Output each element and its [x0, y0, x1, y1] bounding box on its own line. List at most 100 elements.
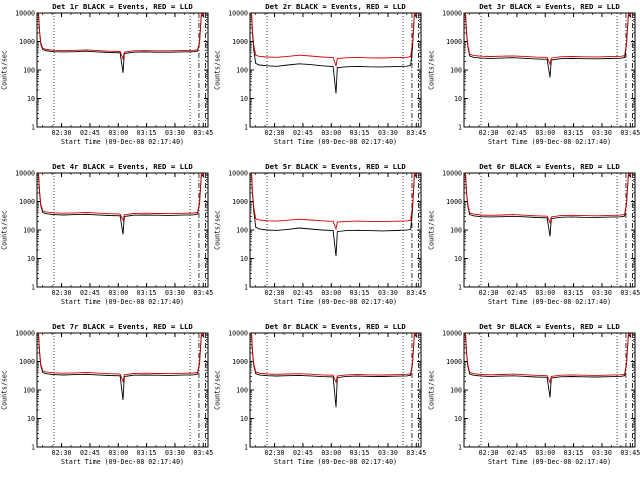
panel-title: Det 1r BLACK = Events, RED = LLD	[52, 2, 193, 11]
x-tick-label: 03:30	[378, 289, 398, 297]
x-tick-label: 02:45	[293, 449, 313, 457]
lld-series-line	[251, 172, 418, 231]
lld-series-line	[38, 172, 205, 222]
y-tick-label: 1	[244, 123, 248, 131]
plot-area: Det 2r BLACK = Events, RED = LLD 1 10 100 10…	[214, 2, 427, 146]
plot-area: Det 1r BLACK = Events, RED = LLD 1 10 100 10…	[1, 2, 214, 146]
x-axis-label: Start Time (09-Dec-08 02:17:40)	[274, 458, 397, 466]
y-axis-label: Counts/sec	[214, 50, 222, 90]
plot-frame	[463, 12, 636, 128]
y-tick-label: 10000	[442, 9, 462, 17]
x-tick-label: 03:00	[108, 129, 128, 137]
y-tick-label: 1	[458, 443, 462, 451]
lld-series-line	[38, 12, 205, 61]
x-tick-label: 03:45	[407, 449, 427, 457]
plot-frame	[36, 332, 209, 448]
x-axis-label: Start Time (09-Dec-08 02:17:40)	[488, 138, 611, 146]
x-tick-label: 02:30	[478, 289, 498, 297]
panel-title: Det 5r BLACK = Events, RED = LLD	[266, 162, 407, 171]
x-tick-label: 02:45	[507, 129, 527, 137]
chart-panel: Det 2r BLACK = Events, RED = LLD 1 10 100 10…	[213, 0, 427, 160]
panel-title: Det 7r BLACK = Events, RED = LLD	[52, 322, 193, 331]
y-axis-label: Counts/sec	[427, 210, 435, 250]
x-tick-label: 03:45	[193, 449, 213, 457]
x-tick-label: 03:45	[407, 129, 427, 137]
x-tick-label: 03:00	[535, 129, 555, 137]
x-tick-label: 03:00	[322, 289, 342, 297]
x-tick-label: 03:30	[592, 449, 612, 457]
y-tick-label: 100	[23, 386, 35, 394]
y-axis-label: Counts/sec	[427, 370, 435, 410]
x-axis-label: Start Time (09-Dec-08 02:17:40)	[274, 138, 397, 146]
x-tick-label: 02:45	[507, 449, 527, 457]
events-series-line	[38, 173, 205, 235]
x-tick-label: 02:30	[265, 129, 285, 137]
y-tick-label: 1	[31, 123, 35, 131]
x-tick-label: 03:00	[322, 449, 342, 457]
chart-panel: Det 8r BLACK = Events, RED = LLD 1 10 100 10…	[213, 320, 427, 480]
chart-panel: Det 5r BLACK = Events, RED = LLD 1 10 100 10…	[213, 160, 427, 320]
chart-panel: Det 6r BLACK = Events, RED = LLD 1 10 100 10…	[427, 160, 640, 320]
x-axis-label: Start Time (09-Dec-08 02:17:40)	[61, 138, 184, 146]
x-tick-label: 02:30	[478, 129, 498, 137]
events-series-line	[464, 173, 632, 237]
y-tick-label: 10000	[228, 9, 248, 17]
plot-area: Det 5r BLACK = Events, RED = LLD 1 10 100 10…	[214, 162, 427, 306]
x-tick-label: 03:30	[592, 129, 612, 137]
x-tick-label: 03:15	[137, 129, 157, 137]
x-tick-label: 02:45	[293, 289, 313, 297]
plot-frame	[463, 332, 636, 448]
x-tick-label: 02:30	[265, 289, 285, 297]
events-series-line	[251, 172, 418, 257]
plot-frame	[249, 332, 422, 448]
x-tick-label: 03:15	[563, 129, 583, 137]
plot-area: Det 6r BLACK = Events, RED = LLD 1 10 100 10…	[427, 162, 640, 306]
x-tick-label: 03:30	[165, 129, 185, 137]
x-tick-label: 02:45	[507, 289, 527, 297]
chart-panel: Det 7r BLACK = Events, RED = LLD 1 10 100 10…	[0, 320, 214, 480]
x-tick-label: 03:15	[137, 449, 157, 457]
y-axis-label: Counts/sec	[1, 370, 9, 410]
chart-panel: Det 9r BLACK = Events, RED = LLD 1 10 100 10…	[427, 320, 640, 480]
lld-series-line	[251, 12, 418, 68]
y-tick-label: 10000	[228, 169, 248, 177]
y-tick-label: 1000	[19, 198, 35, 206]
x-axis-label: Start Time (09-Dec-08 02:17:40)	[488, 298, 611, 306]
y-tick-label: 10	[454, 415, 462, 423]
y-tick-label: 100	[450, 386, 462, 394]
plot-area: Det 4r BLACK = Events, RED = LLD 1 10 100 10…	[1, 162, 214, 306]
lld-series-line	[38, 332, 205, 383]
x-tick-label: 02:30	[52, 449, 72, 457]
x-tick-label: 03:45	[407, 289, 427, 297]
x-tick-label: 03:45	[620, 289, 640, 297]
x-tick-label: 03:45	[620, 449, 640, 457]
y-tick-label: 1	[31, 283, 35, 291]
x-axis-label: Start Time (09-Dec-08 02:17:40)	[274, 298, 397, 306]
panel-title: Det 4r BLACK = Events, RED = LLD	[52, 162, 193, 171]
y-axis-label: Counts/sec	[427, 50, 435, 90]
y-tick-label: 10000	[442, 169, 462, 177]
x-tick-label: 03:00	[535, 289, 555, 297]
x-tick-label: 03:15	[350, 129, 370, 137]
x-tick-label: 02:30	[52, 129, 72, 137]
y-tick-label: 1000	[446, 38, 462, 46]
x-tick-label: 03:45	[620, 129, 640, 137]
y-tick-label: 10000	[15, 9, 35, 17]
y-tick-label: 1	[244, 443, 248, 451]
events-series-line	[251, 12, 418, 94]
x-tick-label: 03:00	[108, 449, 128, 457]
x-tick-label: 03:00	[108, 289, 128, 297]
x-axis-label: Start Time (09-Dec-08 02:17:40)	[61, 298, 184, 306]
chart-panel: Det 4r BLACK = Events, RED = LLD 1 10 100 10…	[0, 160, 214, 320]
y-tick-label: 1000	[446, 198, 462, 206]
y-tick-label: 1	[458, 123, 462, 131]
y-tick-label: 10000	[15, 169, 35, 177]
y-tick-label: 100	[450, 66, 462, 74]
x-tick-label: 03:15	[137, 289, 157, 297]
y-tick-label: 100	[23, 226, 35, 234]
events-series-line	[38, 13, 205, 73]
chart-panel: Det 3r BLACK = Events, RED = LLD 1 10 100 10…	[427, 0, 640, 160]
y-tick-label: 1	[31, 443, 35, 451]
plot-area: Det 7r BLACK = Events, RED = LLD 1 10 100 10…	[1, 322, 214, 466]
